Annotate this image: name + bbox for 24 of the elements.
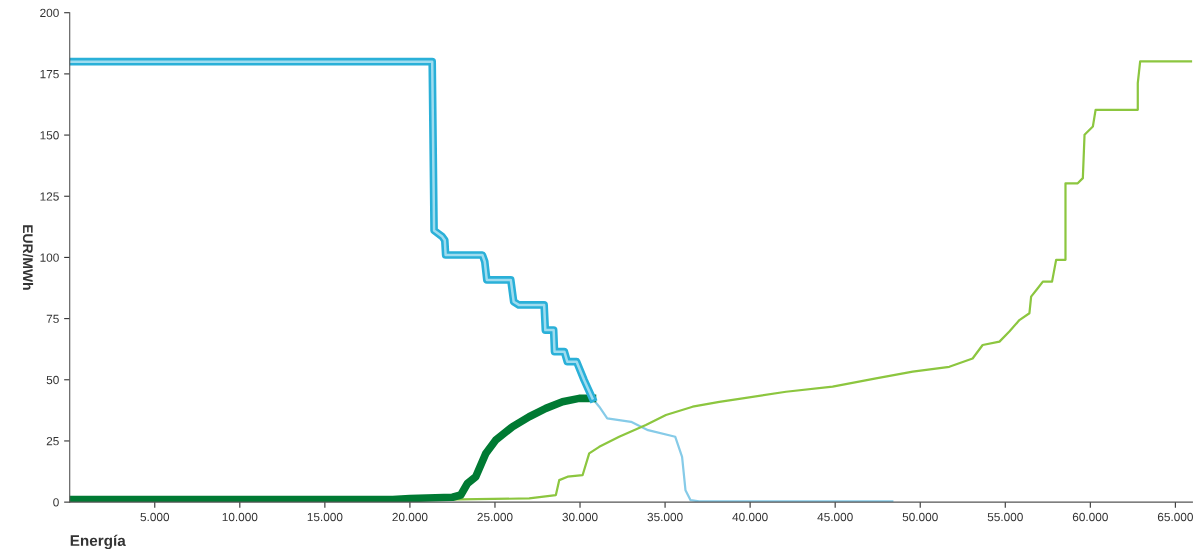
y-tick-label: 0 — [53, 498, 59, 507]
x-tick-label: 65.000 — [1157, 512, 1193, 522]
y-tick-label: 200 — [40, 8, 59, 18]
x-tick-label: 35.000 — [647, 512, 683, 522]
x-tick-label: 60.000 — [1072, 512, 1108, 522]
x-tick-label: 5.000 — [140, 512, 170, 522]
y-tick-label: 25 — [46, 436, 59, 446]
x-tick-label: 55.000 — [987, 512, 1023, 522]
x-tick-label: 20.000 — [392, 512, 428, 522]
x-tick-label: 45.000 — [817, 512, 853, 522]
x-tick-label: 10.000 — [222, 512, 258, 522]
y-tick-label: 125 — [40, 192, 59, 201]
x-tick-label: 15.000 — [307, 512, 343, 522]
y-tick-label: 100 — [40, 253, 59, 262]
x-axis-title: Energía — [70, 534, 126, 550]
x-tick-label: 25.000 — [477, 512, 513, 522]
y-tick-label: 175 — [40, 70, 59, 79]
x-tick-label: 30.000 — [562, 512, 598, 522]
y-axis-title: EUR/MWh — [22, 225, 34, 290]
y-tick-label: 150 — [40, 131, 59, 140]
x-tick-label: 50.000 — [902, 512, 938, 522]
x-tick-label: 40.000 — [732, 512, 768, 522]
y-tick-label: 50 — [46, 375, 59, 385]
y-tick-label: 75 — [46, 314, 59, 323]
